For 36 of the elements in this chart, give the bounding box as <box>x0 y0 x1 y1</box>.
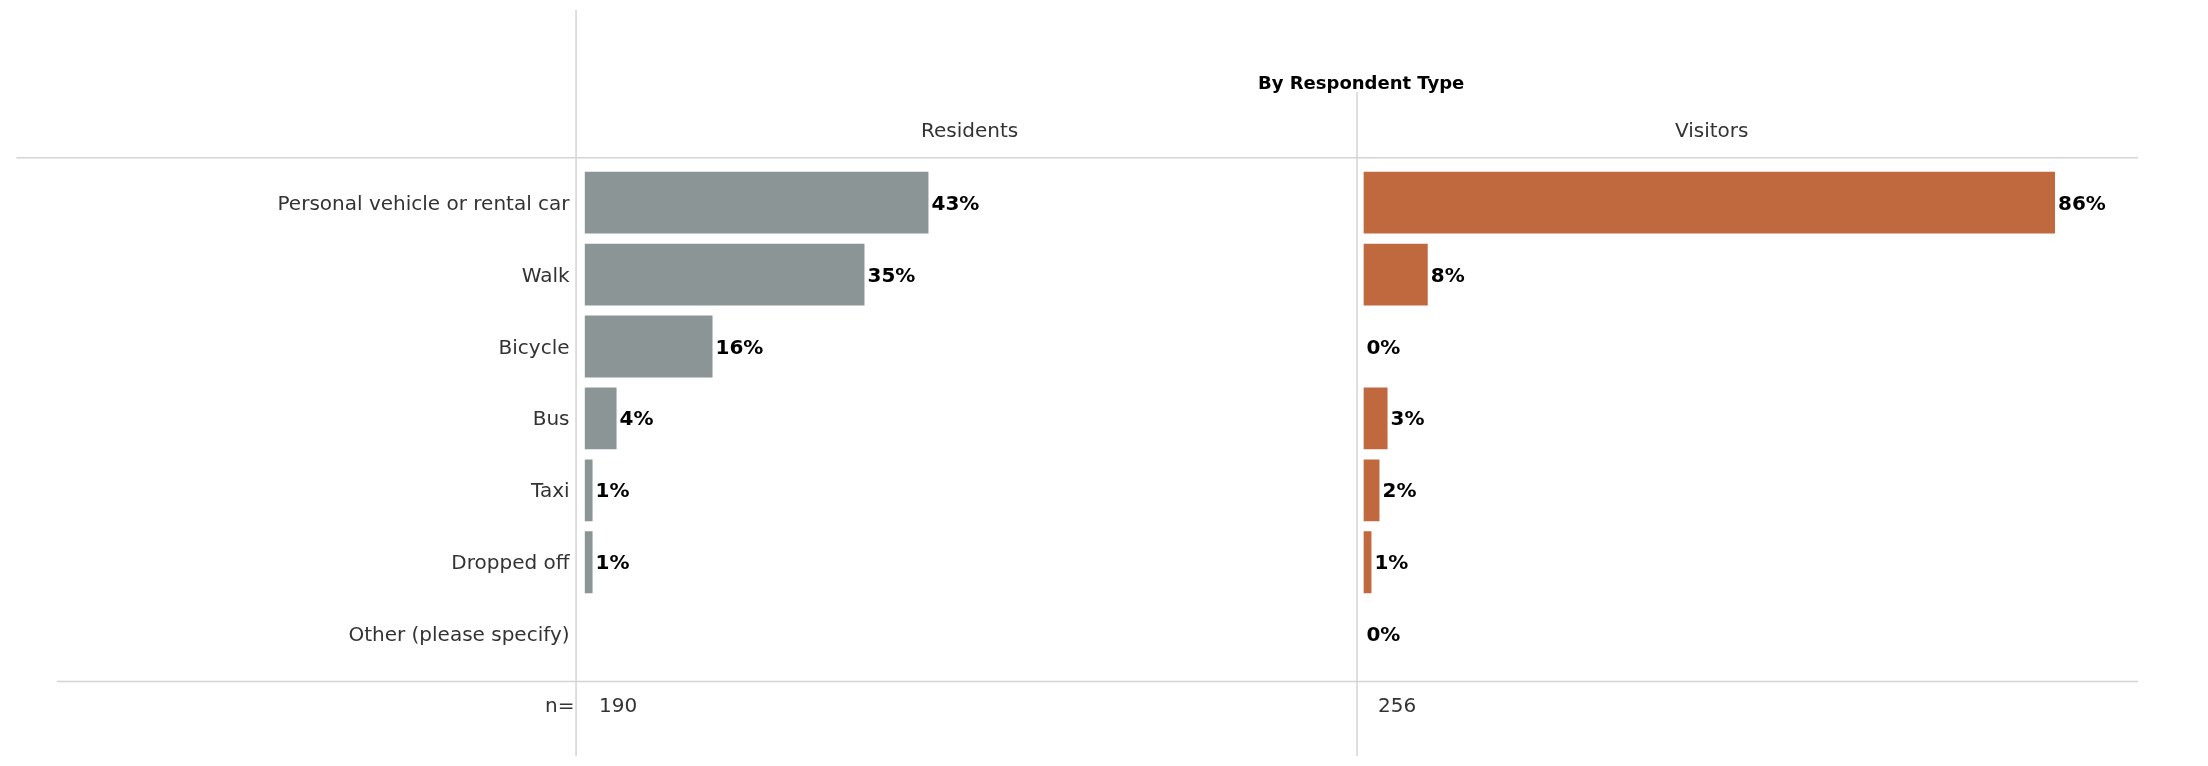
data-label: 2% <box>1382 478 1417 503</box>
y-tick-label: Personal vehicle or rental car <box>277 190 571 215</box>
y-tick-label: Taxi <box>530 478 570 503</box>
data-label: 1% <box>1374 550 1409 575</box>
bar <box>584 387 617 450</box>
chart-title: Visitors <box>1675 118 1749 142</box>
data-label: 35% <box>867 262 916 287</box>
y-tick-label: Walk <box>521 262 570 287</box>
data-label: 43% <box>931 190 980 215</box>
data-label: 0% <box>1366 622 1401 647</box>
bar <box>1363 243 1428 306</box>
data-label: 16% <box>715 334 764 359</box>
bar <box>584 243 865 306</box>
y-tick-label: Bus <box>532 406 570 431</box>
data-label: 0% <box>1366 334 1401 359</box>
data-label: 1% <box>595 478 630 503</box>
data-label: 86% <box>2058 190 2106 215</box>
data-label: 1% <box>595 550 630 575</box>
bar <box>1363 387 1388 450</box>
bar <box>584 315 713 378</box>
text: 190 <box>599 693 638 717</box>
text: 256 <box>1378 693 1417 717</box>
bar <box>1363 171 2056 234</box>
y-tick-label: Dropped off <box>451 550 571 575</box>
bar <box>584 171 929 234</box>
text: Residents <box>921 118 1019 142</box>
text: By Respondent Type <box>1258 72 1465 93</box>
bar <box>584 531 593 594</box>
bar <box>584 459 593 522</box>
bar <box>1363 459 1380 522</box>
data-label: 8% <box>1430 262 1465 287</box>
data-label: 3% <box>1390 406 1425 431</box>
y-tick-label: Bicycle <box>498 334 570 359</box>
data-label: 4% <box>619 406 654 431</box>
text: n= <box>545 693 575 717</box>
y-tick-label: Other (please specify) <box>348 622 570 647</box>
